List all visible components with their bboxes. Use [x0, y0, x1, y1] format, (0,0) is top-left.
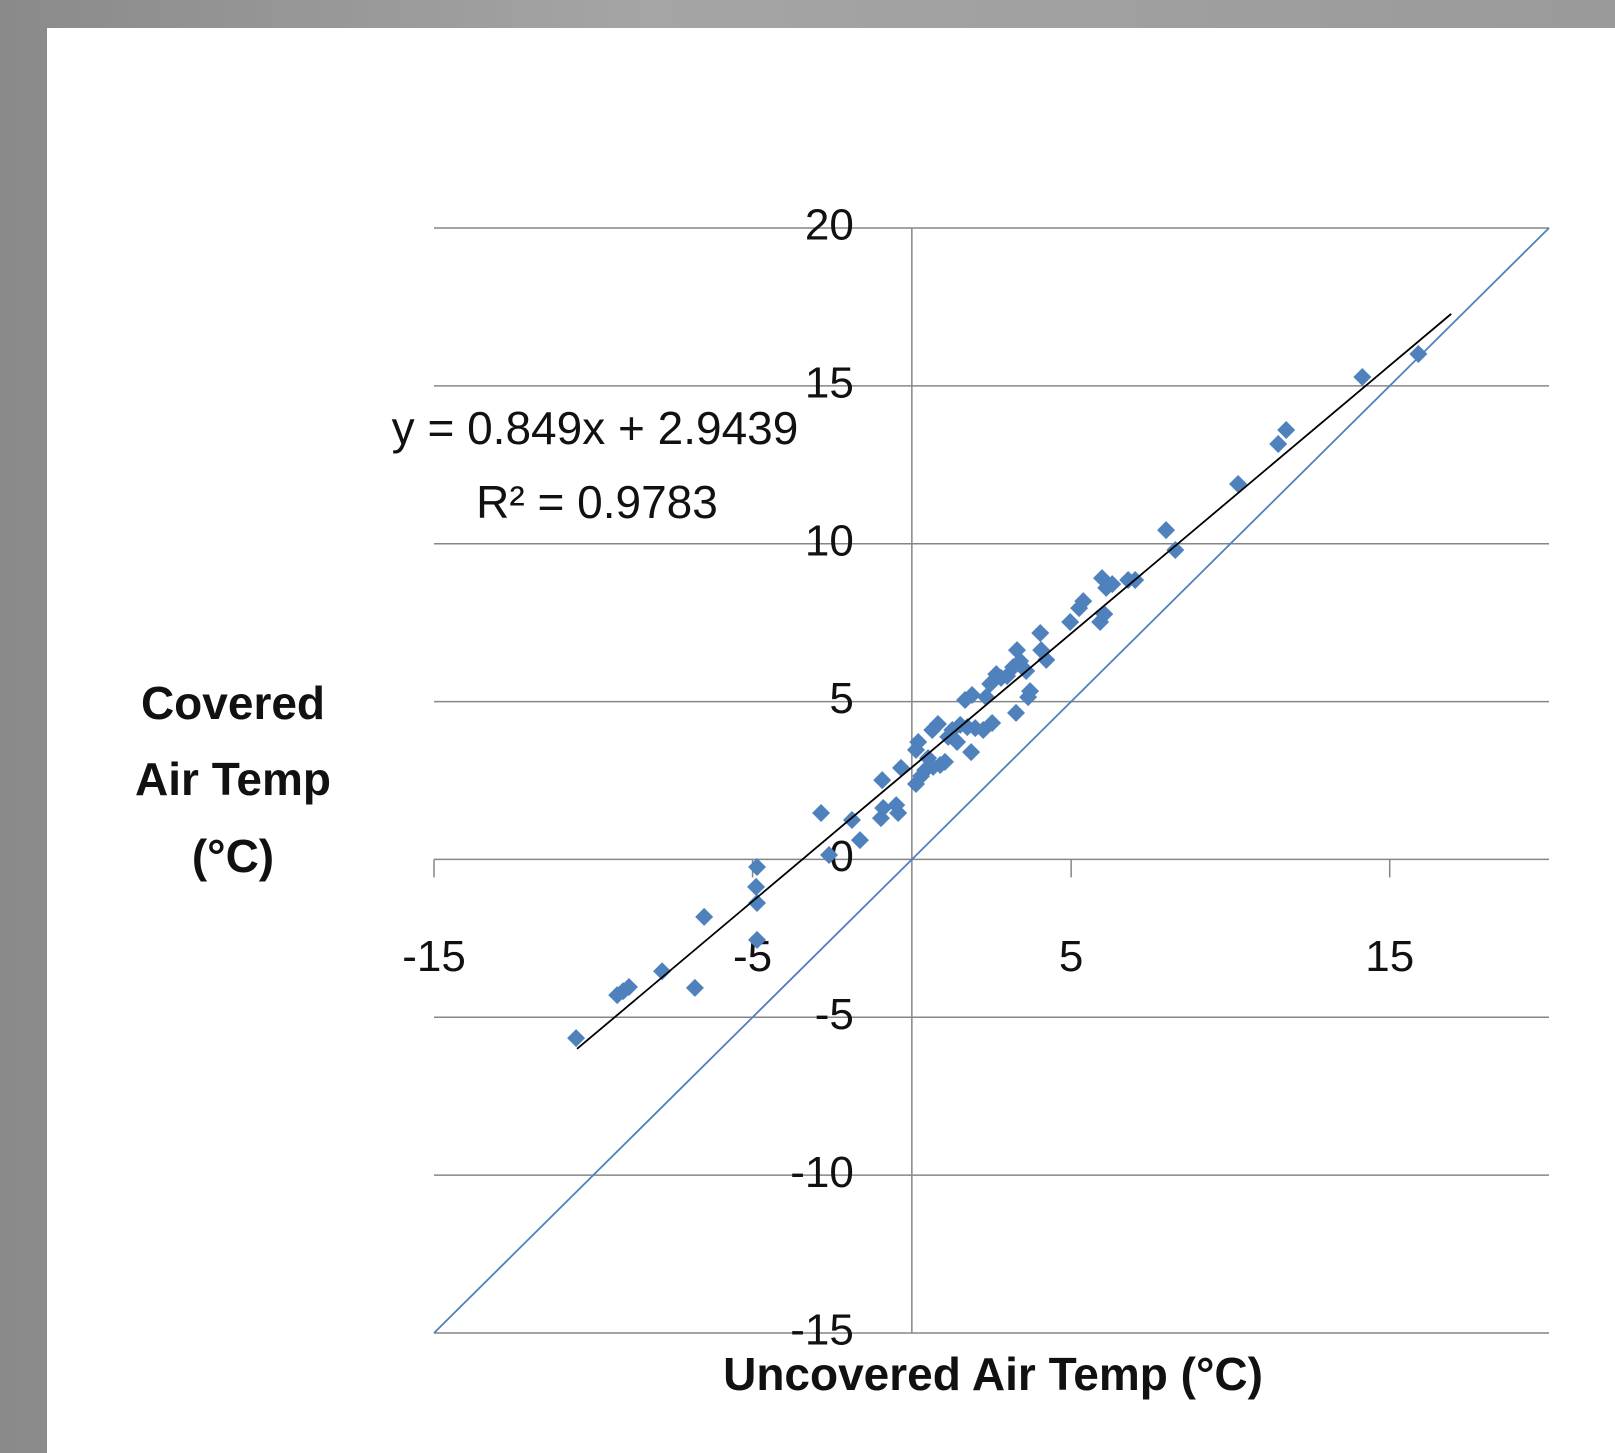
data-point — [1277, 421, 1296, 440]
line — [433, 227, 1550, 1334]
data-point — [935, 752, 954, 771]
data-point — [1157, 521, 1176, 540]
data-point — [1007, 703, 1026, 722]
data-point — [748, 893, 767, 912]
data-point — [748, 930, 767, 949]
data-point — [685, 978, 704, 997]
y-tick-label: -10 — [790, 1148, 854, 1197]
data-point — [820, 846, 839, 865]
data-point — [850, 831, 869, 850]
y-axis-title: (°C) — [192, 830, 274, 882]
data-point — [874, 798, 893, 817]
y-tick-label: 15 — [805, 358, 854, 407]
equation: y = 0.849x + 2.9439 — [392, 402, 799, 454]
x-tick-label: 5 — [1059, 932, 1083, 981]
data-point — [695, 907, 714, 926]
data-point — [963, 685, 982, 704]
panel — [47, 28, 1615, 1453]
data-point — [1353, 368, 1372, 387]
y-axis-title: Air Temp — [135, 753, 331, 805]
data-point — [1061, 613, 1080, 632]
x-tick-label: -15 — [402, 932, 466, 981]
data-point — [889, 804, 908, 823]
y-tick-label: 5 — [829, 674, 853, 723]
data-point — [747, 877, 766, 896]
data-point — [1037, 650, 1056, 669]
data-point — [1021, 682, 1040, 701]
line — [576, 313, 1452, 1050]
data-point — [1074, 592, 1093, 611]
data-point — [962, 743, 981, 762]
data-point — [1103, 575, 1122, 594]
data-point — [873, 771, 892, 790]
y-tick-label: -15 — [790, 1306, 854, 1355]
y-tick-label: 10 — [805, 516, 854, 565]
data-point — [1031, 624, 1050, 643]
data-point — [983, 714, 1002, 733]
data-point — [909, 732, 928, 751]
data-point — [1269, 434, 1288, 453]
data-point — [748, 858, 767, 877]
y-tick-label: -5 — [815, 990, 854, 1039]
y-tick-label: 20 — [805, 201, 854, 250]
data-point — [619, 977, 638, 996]
y-axis-title: Covered — [141, 677, 325, 729]
data-point — [928, 714, 947, 733]
data-point — [948, 732, 967, 751]
data-point — [1166, 541, 1185, 560]
x-tick-label: 15 — [1365, 932, 1414, 981]
data-point — [842, 810, 861, 829]
data-point — [1409, 344, 1428, 363]
data-point — [653, 962, 672, 981]
x-axis-title: Uncovered Air Temp (°C) — [723, 1348, 1263, 1400]
data-point — [812, 804, 831, 823]
r-squared: R² = 0.9783 — [476, 476, 718, 528]
data-point — [567, 1029, 586, 1048]
